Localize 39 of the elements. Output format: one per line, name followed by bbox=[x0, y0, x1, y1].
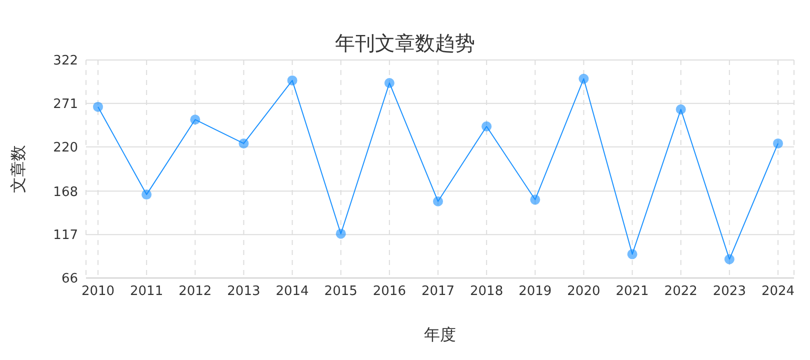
y-tick-label: 322 bbox=[53, 54, 78, 69]
x-tick-label: 2013 bbox=[227, 284, 260, 300]
x-tick-label: 2012 bbox=[178, 284, 212, 300]
point bbox=[190, 114, 200, 125]
y-tick-label: 220 bbox=[53, 140, 78, 156]
y-tick-label: 66 bbox=[61, 272, 78, 287]
point bbox=[676, 104, 686, 114]
x-tick-label: 2020 bbox=[567, 284, 600, 300]
point bbox=[287, 75, 298, 86]
point bbox=[627, 249, 638, 260]
x-tick-label: 2015 bbox=[324, 284, 358, 300]
point bbox=[578, 74, 589, 84]
x-tick-label: 2021 bbox=[616, 284, 649, 300]
y-axis-title: 文章数 bbox=[8, 145, 28, 193]
x-tick-label: 2023 bbox=[712, 284, 746, 300]
point bbox=[93, 102, 103, 112]
x-axis-title: 年度 bbox=[424, 325, 456, 344]
y-tick-label: 168 bbox=[53, 184, 78, 200]
y-tick-label: 117 bbox=[53, 228, 78, 244]
point bbox=[773, 138, 783, 148]
point bbox=[384, 78, 394, 88]
chart-title: 年刊文章数趋势 bbox=[335, 31, 475, 55]
x-tick-label: 2010 bbox=[81, 284, 115, 300]
point bbox=[238, 138, 249, 148]
point bbox=[142, 190, 152, 200]
x-tick-label: 2024 bbox=[761, 284, 795, 300]
x-tick-label: 2016 bbox=[372, 284, 406, 300]
x-tick-label: 2019 bbox=[518, 284, 552, 300]
point bbox=[433, 196, 443, 206]
y-tick-label: 271 bbox=[53, 97, 78, 112]
x-tick-label: 2022 bbox=[664, 284, 698, 300]
x-tick-label: 2018 bbox=[470, 284, 504, 300]
point bbox=[724, 254, 734, 264]
x-tick-label: 2011 bbox=[130, 284, 164, 300]
point bbox=[530, 194, 540, 205]
x-tick-label: 2014 bbox=[276, 284, 309, 300]
x-tick-label: 2017 bbox=[421, 284, 455, 300]
point bbox=[336, 228, 346, 239]
point bbox=[482, 121, 492, 132]
